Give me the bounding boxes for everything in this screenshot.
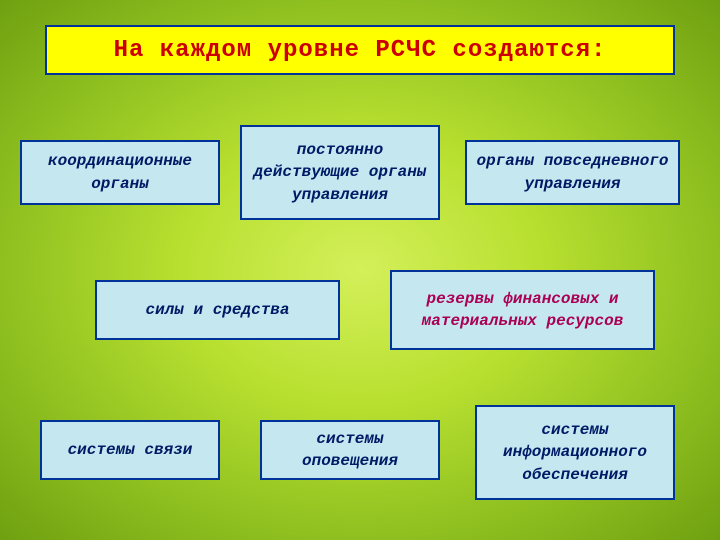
box-label: силы и средства <box>145 299 289 321</box>
box-label: системы информационного обеспечения <box>482 419 668 486</box>
title-box: На каждом уровне РСЧС создаются: <box>45 25 675 75</box>
box-reserves: резервы финансовых и материальных ресурс… <box>390 270 655 350</box>
box-label: системы оповещения <box>267 428 433 473</box>
box-permanent-management: постоянно действующие органы управления <box>240 125 440 220</box>
box-daily-management: органы повседневного управления <box>465 140 680 205</box>
box-notification-systems: системы оповещения <box>260 420 440 480</box>
box-label: координационные органы <box>27 150 213 195</box>
box-forces-means: силы и средства <box>95 280 340 340</box>
box-label: системы связи <box>68 439 193 461</box>
box-label: органы повседневного управления <box>472 150 673 195</box>
box-label: резервы финансовых и материальных ресурс… <box>397 288 648 333</box>
title-text: На каждом уровне РСЧС создаются: <box>114 37 607 64</box>
box-communication-systems: системы связи <box>40 420 220 480</box>
box-coordination-bodies: координационные органы <box>20 140 220 205</box>
box-label: постоянно действующие органы управления <box>247 139 433 206</box>
box-information-systems: системы информационного обеспечения <box>475 405 675 500</box>
